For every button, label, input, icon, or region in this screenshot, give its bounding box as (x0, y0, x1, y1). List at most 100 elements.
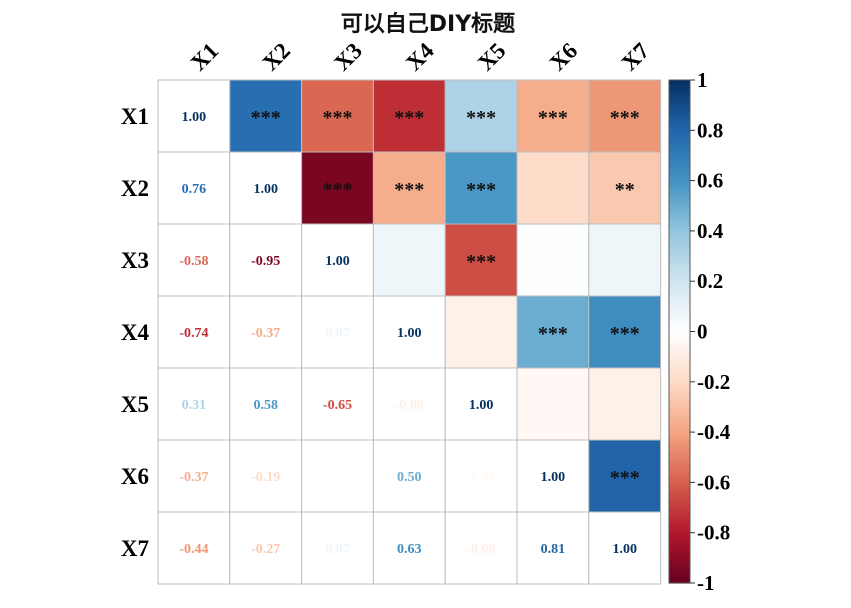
significance-label-X2-X4: *** (394, 179, 424, 201)
colorbar-segment (669, 369, 690, 373)
coefficient-label-X5-X5: 1.00 (469, 398, 494, 413)
colorbar-segment (669, 351, 690, 355)
colorbar-segment (669, 366, 690, 370)
colorbar-segment (669, 137, 690, 141)
heatmap-cell-X5-X4 (372, 367, 446, 441)
colorbar-segment (669, 188, 690, 192)
colorbar-segment (669, 452, 690, 456)
colorbar-segment (669, 540, 690, 544)
colorbar-segment (669, 263, 690, 267)
coefficient-label-X7-X6: 0.81 (541, 542, 566, 557)
colorbar-segment (669, 459, 690, 463)
colorbar-segment (669, 386, 690, 390)
colorbar-segment (669, 364, 690, 368)
coefficient-label-X6-X1: -0.37 (179, 470, 208, 485)
colorbar-segment (669, 505, 690, 509)
colorbar-segment (669, 245, 690, 250)
colorbar-segment (669, 271, 690, 275)
colorbar-segment (669, 268, 690, 272)
significance-label-X1-X6: *** (538, 107, 568, 129)
colorbar-segment (669, 132, 690, 136)
heatmap-cell-X1-X1 (157, 79, 231, 153)
colorbar-segment (669, 424, 690, 428)
colorbar-segment (669, 479, 690, 483)
colorbar-segment (669, 500, 690, 504)
coefficient-label-X1-X1: 1.00 (182, 110, 207, 125)
colorbar-segment (669, 87, 690, 91)
column-labels: X1 X2 X3 X4 X5 X6 X7 (186, 38, 654, 76)
colorbar-segment (669, 510, 690, 514)
colorbar-segment (669, 253, 690, 257)
colorbar-segment (669, 147, 690, 152)
colorbar-segment (669, 406, 690, 411)
colorbar-segment (669, 110, 690, 114)
colorbar-segment (669, 82, 690, 86)
colorbar-segment (669, 135, 690, 139)
colorbar-segment (669, 291, 690, 295)
colorbar-segment (669, 419, 690, 423)
colorbar-segment (669, 577, 690, 582)
colorbar-segment (669, 494, 690, 499)
heatmap-cell-X4-X5 (444, 295, 518, 369)
colorbar-segment (669, 376, 690, 380)
colorbar-segment (669, 90, 690, 94)
colorbar-segment (669, 580, 690, 584)
colorbar-tick-label: 0.4 (697, 219, 724, 243)
column-label-X5: X5 (473, 38, 511, 76)
colorbar-segment (669, 293, 690, 297)
colorbar-segment (669, 150, 690, 154)
heatmap-cell-X7-X6 (516, 511, 590, 585)
colorbar-segment (669, 489, 690, 494)
heatmap-cell-X6-X1 (157, 439, 231, 513)
heatmap-cell-X7-X7 (588, 511, 662, 585)
heatmap-cell-X3-X4 (372, 223, 446, 297)
heatmap-cell-X7-X3 (301, 511, 374, 585)
colorbar-segment (669, 464, 690, 468)
heatmap-cell-X3-X7 (588, 223, 662, 297)
colorbar-segment (669, 306, 690, 310)
colorbar-segment (669, 193, 690, 197)
heatmap-cell-X4-X4 (372, 295, 446, 369)
colorbar-segment (669, 560, 690, 564)
colorbar-segment (669, 102, 690, 106)
colorbar-segment (669, 240, 690, 245)
colorbar-segment (669, 512, 690, 516)
colorbar-segment (669, 507, 690, 511)
colorbar-segment (669, 449, 690, 453)
colorbar-segment (669, 555, 690, 559)
colorbar-segment (669, 225, 690, 229)
coefficient-label-X6-X6: 1.00 (541, 470, 566, 485)
colorbar-segment (669, 218, 690, 222)
colorbar-segment (669, 170, 690, 174)
coefficient-label-X7-X3: 0.07 (325, 542, 350, 557)
colorbar-segment (669, 492, 690, 496)
coefficient-label-X6-X3: 0.01 (325, 470, 350, 485)
colorbar-segment (669, 326, 690, 330)
colorbar-segment (669, 256, 690, 260)
colorbar-segment (669, 127, 690, 131)
coefficient-label-X7-X2: -0.27 (251, 542, 280, 557)
coefficient-label-X5-X4: -0.08 (395, 398, 424, 413)
colorbar-segment (669, 303, 690, 307)
colorbar-segment (669, 484, 690, 489)
colorbar-segment (669, 288, 690, 292)
colorbar-segment (669, 437, 690, 441)
colorbar-segment (669, 432, 690, 436)
coefficient-label-X4-X1: -0.74 (179, 326, 208, 341)
colorbar-segment (669, 409, 690, 413)
colorbar-segment (669, 542, 690, 546)
colorbar-segment (669, 318, 690, 323)
colorbar-segment (669, 298, 690, 302)
colorbar-segment (669, 120, 690, 124)
colorbar-segment (669, 248, 690, 252)
colorbar-segment (669, 349, 690, 353)
colorbar-segment (669, 374, 690, 378)
colorbar-segment (669, 472, 690, 476)
colorbar-segment (669, 339, 690, 343)
colorbar-segment (669, 140, 690, 144)
coefficient-label-X7-X4: 0.63 (397, 542, 422, 557)
colorbar-segment (669, 522, 690, 526)
colorbar-segment (669, 530, 690, 534)
colorbar-segment (669, 286, 690, 290)
row-label-X1: X1 (121, 104, 149, 129)
